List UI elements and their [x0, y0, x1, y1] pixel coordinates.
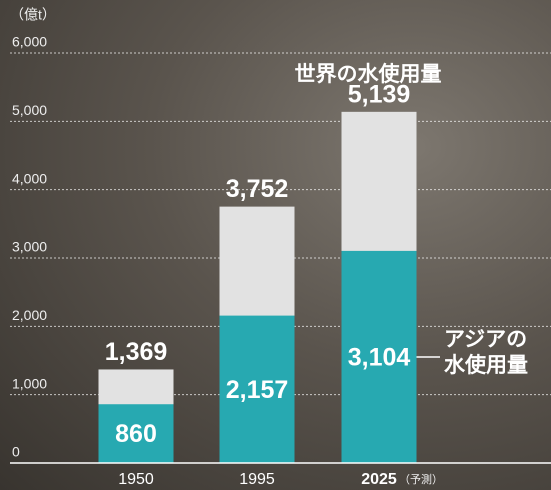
bar — [341, 250, 417, 463]
value-label: 2,157 — [226, 376, 289, 404]
y-tick-label: 3,000 — [12, 239, 47, 255]
value-label: 5,139 — [348, 80, 411, 108]
category-annotation: （予測） — [399, 472, 443, 486]
y-tick-label: 6,000 — [12, 34, 47, 50]
bar — [219, 315, 295, 463]
y-tick-label: 4,000 — [12, 170, 47, 186]
value-label: 3,104 — [348, 344, 411, 372]
y-tick-label: 2,000 — [12, 307, 47, 323]
x-tick-label: 1995 — [239, 471, 275, 488]
y-axis-label: （億t） — [10, 7, 56, 23]
value-label: 860 — [115, 420, 157, 448]
y-tick-label: 1,000 — [12, 375, 47, 391]
x-tick-label: 2025 — [361, 471, 397, 488]
value-label: 3,752 — [226, 175, 289, 203]
legend-world: 世界の水使用量 — [295, 62, 442, 86]
x-tick-label: 1950 — [118, 471, 154, 488]
y-tick-label: 0 — [12, 444, 20, 460]
value-label: 1,369 — [105, 338, 168, 366]
legend-asia: アジアの水使用量 — [444, 327, 528, 377]
bar — [98, 404, 174, 463]
y-tick-label: 5,000 — [12, 102, 47, 118]
